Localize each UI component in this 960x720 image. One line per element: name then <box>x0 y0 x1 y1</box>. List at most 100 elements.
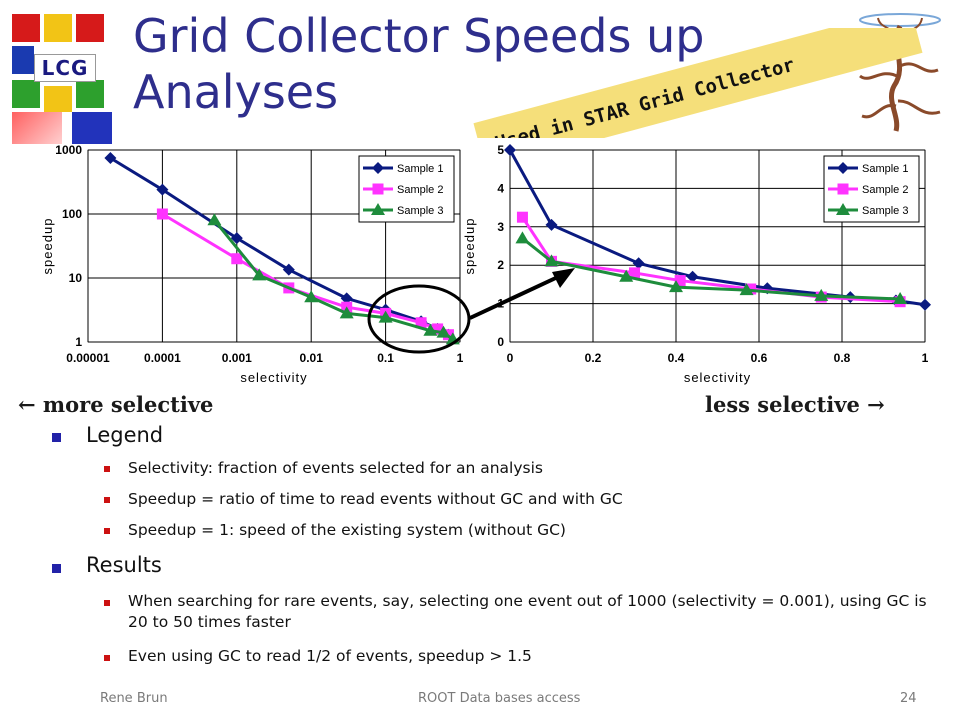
data-point <box>504 144 516 156</box>
data-point <box>282 263 295 276</box>
zoom-overlay <box>367 268 575 354</box>
legend-marker <box>837 183 849 195</box>
zoom-arrow <box>469 274 561 320</box>
x-tick-label: 0.1 <box>377 351 394 365</box>
data-point <box>632 257 645 270</box>
data-point <box>619 269 634 282</box>
data-point <box>629 267 640 279</box>
chart-linear-speedup: 01234500.20.40.60.81selectivityspeedupSa… <box>462 143 931 385</box>
data-point <box>516 211 528 223</box>
x-tick-label: 0 <box>507 351 514 365</box>
bullet-marker <box>104 655 110 661</box>
bullet-speedup-one: Speedup = 1: speed of the existing syste… <box>128 521 566 539</box>
x-tick-label: 0.2 <box>585 351 602 365</box>
footer-author: Rene Brun <box>100 691 168 706</box>
y-axis-label: speedup <box>462 218 477 275</box>
x-tick-label: 0.01 <box>300 351 324 365</box>
footer-title: ROOT Data bases access <box>418 691 581 706</box>
zoom-arrowhead <box>552 268 575 288</box>
data-point <box>339 306 354 319</box>
footer-page-number: 24 <box>900 691 917 706</box>
data-point <box>378 310 393 323</box>
legend: Sample 1 Sample 2 Sample 3 <box>823 155 920 223</box>
data-point <box>104 151 117 164</box>
x-axis-label: selectivity <box>684 370 751 385</box>
more-selective-label: ← more selective <box>18 392 214 417</box>
legend-label: Sample 1 <box>397 163 443 175</box>
lcg-logo: LCG <box>12 14 112 144</box>
data-point <box>919 298 931 311</box>
legend-label: Sample 3 <box>862 205 908 217</box>
y-tick-label: 0 <box>497 335 504 349</box>
y-tick-label: 100 <box>62 207 82 221</box>
bullet-results: Results <box>86 553 162 577</box>
x-tick-label: 0.001 <box>222 351 252 365</box>
zoom-circle <box>367 284 471 354</box>
x-tick-label: 0.0001 <box>144 351 181 365</box>
data-point <box>156 208 168 220</box>
x-tick-label: 1 <box>457 351 464 365</box>
legend-label: Sample 2 <box>862 184 908 196</box>
data-point <box>207 213 222 226</box>
data-point <box>423 323 438 336</box>
data-point <box>230 232 243 245</box>
data-point <box>739 283 754 296</box>
y-tick-label: 5 <box>497 143 504 157</box>
series-sample-3 <box>515 231 908 304</box>
star-banner: Used in STAR Grid Collector <box>473 28 923 138</box>
bullet-marker <box>104 528 110 534</box>
y-tick-label: 2 <box>497 258 504 272</box>
legend-marker <box>371 203 385 215</box>
data-point <box>436 325 451 338</box>
y-tick-label: 1 <box>75 335 82 349</box>
y-tick-label: 1000 <box>55 143 82 157</box>
bullet-half-events: Even using GC to read 1/2 of events, spe… <box>128 647 532 665</box>
data-point <box>432 323 444 335</box>
legend: Sample 1 Sample 2 Sample 3 <box>358 155 455 223</box>
data-point <box>515 231 530 244</box>
data-point <box>415 317 427 329</box>
chart-log-speedup: 1 10 100 1000 0.00001 0.0001 0.001 0.01 0.1 1 sele… <box>40 143 464 385</box>
x-tick-label: 0.4 <box>668 351 685 365</box>
data-point <box>893 291 908 304</box>
data-point <box>304 290 319 303</box>
legend-marker <box>836 203 850 215</box>
y-tick-label: 3 <box>497 220 504 234</box>
x-tick-label: 1 <box>922 351 929 365</box>
bullet-speedup-def: Speedup = ratio of time to read events w… <box>128 490 623 508</box>
x-tick-label: 0.6 <box>751 351 768 365</box>
bullet-marker <box>104 497 110 503</box>
x-tick-label: 0.8 <box>834 351 851 365</box>
slide-title: Grid Collector Speeds up Analyses <box>133 9 705 119</box>
data-point <box>231 253 243 265</box>
legend-marker <box>372 162 384 174</box>
data-point <box>686 270 699 283</box>
legend-marker <box>837 162 849 174</box>
less-selective-label: less selective → <box>705 392 885 417</box>
bullet-rare-events: When searching for rare events, say, sel… <box>128 592 927 631</box>
bullet-marker <box>104 466 110 472</box>
data-point <box>340 292 353 305</box>
bullet-selectivity: Selectivity: fraction of events selected… <box>128 459 543 477</box>
data-point <box>156 183 169 196</box>
logo-text: LCG <box>34 54 96 82</box>
data-point <box>674 275 686 287</box>
data-point <box>252 268 267 281</box>
legend-label: Sample 3 <box>397 205 443 217</box>
y-tick-label: 10 <box>69 271 83 285</box>
legend-label: Sample 2 <box>397 184 443 196</box>
data-point <box>545 218 558 231</box>
data-point <box>814 288 829 301</box>
y-axis-label: speedup <box>40 218 55 275</box>
data-point <box>544 254 559 267</box>
bullet-marker <box>52 564 61 573</box>
legend-label: Sample 1 <box>862 163 908 175</box>
legend-marker <box>372 183 384 195</box>
y-tick-label: 4 <box>497 181 504 195</box>
bullet-marker <box>52 433 61 442</box>
data-point <box>669 280 683 293</box>
x-tick-label: 0.00001 <box>66 351 110 365</box>
x-axis-label: selectivity <box>240 370 307 385</box>
bullet-legend: Legend <box>86 423 164 447</box>
bullet-marker <box>104 600 110 606</box>
